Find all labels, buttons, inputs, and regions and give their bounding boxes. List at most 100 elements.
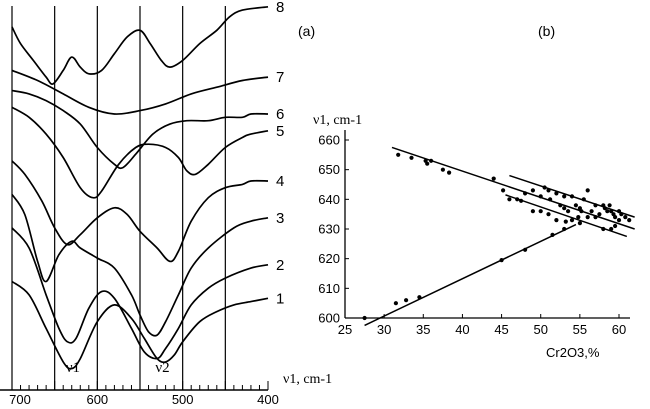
panel-b-scatter: (b) 25 30 35 40 45 50 55 60 600 610 620 630 640 650 66… xyxy=(313,23,635,360)
panel-b-x-tick-label-30: 30 xyxy=(377,322,391,337)
data-point-15 xyxy=(447,170,452,175)
panel-b-x-tick-label-35: 35 xyxy=(416,322,430,337)
data-point-9 xyxy=(396,152,401,157)
data-point-37 xyxy=(593,203,598,208)
data-point-49 xyxy=(627,218,632,223)
curve-label-1: 1 xyxy=(276,290,284,307)
data-point-17 xyxy=(501,188,506,193)
panel-a-gridlines xyxy=(11,6,226,390)
data-point-64 xyxy=(579,209,584,214)
data-point-18 xyxy=(507,197,512,202)
fit-line-1 xyxy=(364,223,577,327)
data-point-12 xyxy=(429,158,434,163)
curve-label-7: 7 xyxy=(276,69,284,86)
data-point-65 xyxy=(530,209,536,214)
data-point-14 xyxy=(440,167,445,172)
data-point-16 xyxy=(491,176,496,181)
fit-line-2 xyxy=(391,146,635,230)
data-point-59 xyxy=(609,226,614,232)
panel-b-x-axis-label: Cr2O3,% xyxy=(546,345,600,360)
panel-a-x-axis: 700 600 500 400 xyxy=(0,381,279,407)
data-point-54 xyxy=(569,218,575,223)
panel-b-y-tick-label-600: 600 xyxy=(318,311,340,326)
data-point-27 xyxy=(554,191,559,196)
panel-a-tick-label-500: 500 xyxy=(172,392,194,407)
data-point-47 xyxy=(619,212,624,217)
panel-b-y-tick-label-620: 620 xyxy=(318,251,340,266)
data-point-36 xyxy=(589,209,594,214)
data-point-24 xyxy=(542,185,547,190)
data-point-53 xyxy=(562,206,567,211)
curve-label-5: 5 xyxy=(276,123,284,140)
panel-b-axes-frame xyxy=(344,130,630,319)
data-point-41 xyxy=(605,209,610,214)
panel-a-label: (a) xyxy=(298,23,315,39)
panel-b-y-tick-label-610: 610 xyxy=(318,281,340,296)
data-point-22 xyxy=(530,188,536,193)
data-point-5 xyxy=(499,258,504,263)
spectrum-curve-3 xyxy=(11,193,269,337)
data-point-10 xyxy=(409,155,414,160)
data-point-63 xyxy=(563,219,568,224)
panel-b-x-tick-label-45: 45 xyxy=(494,322,508,337)
panel-a-tick-label-600: 600 xyxy=(86,392,108,407)
data-point-48 xyxy=(623,215,628,220)
data-point-31 xyxy=(569,194,575,199)
data-point-61 xyxy=(616,209,622,214)
data-point-13 xyxy=(425,161,430,166)
panel-b-x-tick-label-40: 40 xyxy=(455,322,469,337)
data-point-43 xyxy=(609,209,614,214)
panel-b-label: (b) xyxy=(538,23,555,39)
data-point-35 xyxy=(585,188,590,193)
panel-b-ticks: 25 30 35 40 45 50 55 60 600 610 620 630 640 650 660 xyxy=(318,133,626,338)
curve-label-3: 3 xyxy=(276,210,284,227)
spectrum-curve-5 xyxy=(11,106,269,199)
panel-b-y-tick-label-630: 630 xyxy=(318,222,340,237)
data-point-1 xyxy=(362,315,367,321)
panel-b-x-tick-label-25: 25 xyxy=(338,322,352,337)
data-point-56 xyxy=(585,215,590,220)
spectrum-curve-1 xyxy=(11,280,269,370)
data-point-62 xyxy=(576,215,581,220)
panel-b-y-tick-label-640: 640 xyxy=(318,192,340,207)
data-point-21 xyxy=(523,191,528,196)
curve-label-6: 6 xyxy=(276,106,284,123)
data-point-19 xyxy=(515,197,520,202)
curve-label-4: 4 xyxy=(276,173,284,190)
spectrum-curve-8 xyxy=(11,5,269,85)
data-point-38 xyxy=(597,212,602,217)
curve-label-8: 8 xyxy=(276,0,284,16)
data-point-52 xyxy=(554,218,559,223)
band-label-1: ν1 xyxy=(66,360,80,376)
spectrum-curve-6 xyxy=(11,89,269,170)
fit-line-3 xyxy=(505,194,628,238)
panel-b-x-tick-label-55: 55 xyxy=(573,322,587,337)
panel-a-tick-label-400: 400 xyxy=(257,392,279,407)
panel-b-x-tick-label-50: 50 xyxy=(533,322,547,337)
panel-b-y-tick-label-660: 660 xyxy=(318,133,340,148)
data-point-57 xyxy=(593,215,598,220)
panel-a-tick-label-700: 700 xyxy=(9,392,31,407)
data-point-26 xyxy=(548,197,553,202)
data-point-42 xyxy=(607,203,612,208)
data-point-7 xyxy=(550,232,555,237)
curve-label-2: 2 xyxy=(276,257,284,274)
data-point-25 xyxy=(546,188,551,193)
data-point-2 xyxy=(393,301,398,306)
panel-a-ir-spectra: 1 2 3 4 56 7 8 700 600 500 400 (a) ν1 ν2 ν1, cm-1 xyxy=(0,0,332,407)
data-point-3 xyxy=(404,298,409,303)
data-point-55 xyxy=(577,221,583,226)
spectrum-curve-7 xyxy=(11,69,269,115)
data-point-20 xyxy=(519,198,524,203)
panel-a-x-axis-label: ν1, cm-1 xyxy=(283,372,332,387)
panel-a-spectra-curves xyxy=(11,5,269,370)
data-point-28 xyxy=(558,203,563,208)
data-point-30 xyxy=(566,209,571,214)
data-point-40 xyxy=(602,206,608,211)
panel-b-y-tick-label-650: 650 xyxy=(318,162,340,177)
data-point-45 xyxy=(613,215,618,220)
data-point-6 xyxy=(523,247,528,252)
data-point-51 xyxy=(546,212,551,217)
data-point-23 xyxy=(538,194,543,199)
